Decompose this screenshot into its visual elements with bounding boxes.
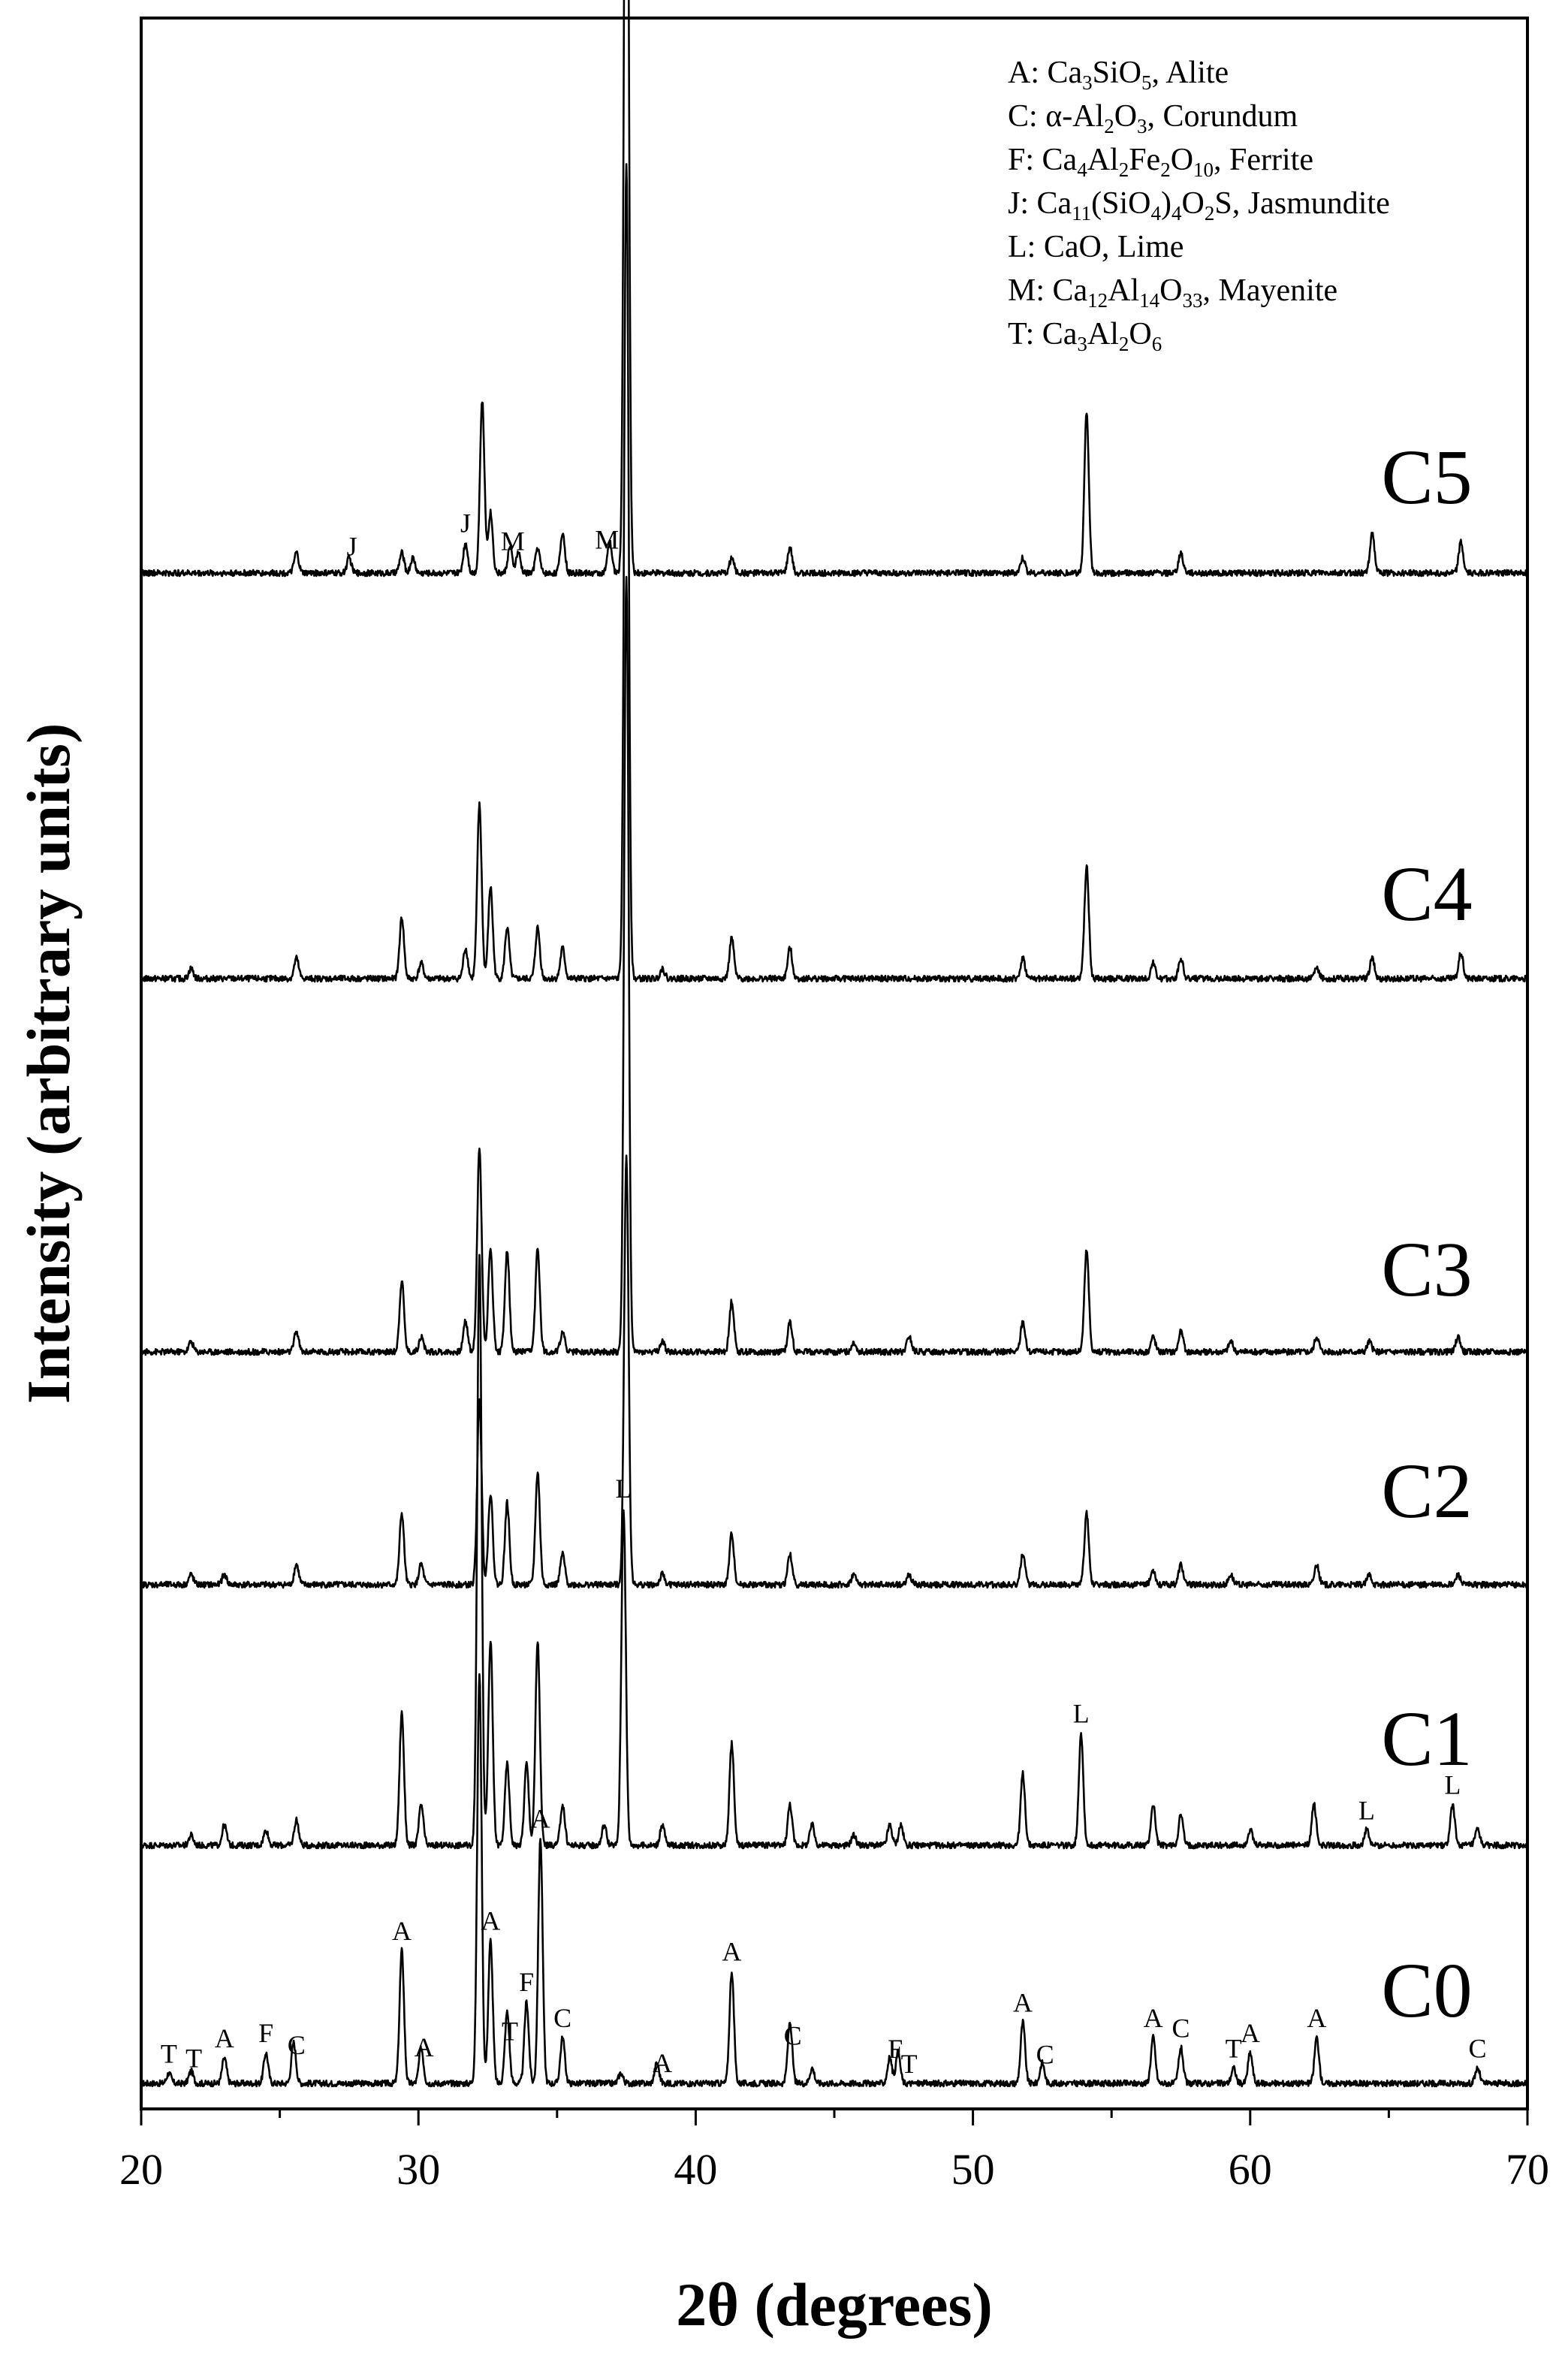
series-label-c4: C4 xyxy=(1381,851,1472,937)
phase-mark-a: A xyxy=(1307,2003,1326,2033)
phase-mark-a: A xyxy=(653,2048,672,2078)
x-tick-label: 50 xyxy=(951,2145,995,2194)
phase-mark-a: A xyxy=(392,1916,412,1946)
x-axis-title: 2θ (degrees) xyxy=(676,2270,993,2339)
series-label-c3: C3 xyxy=(1381,1226,1472,1313)
phase-mark-a: A xyxy=(481,1906,500,1936)
plot-frame xyxy=(140,17,1529,2110)
phase-mark-a: A xyxy=(1241,2018,1260,2048)
trace-c2 xyxy=(140,1154,1529,1589)
legend-entry-a: A: Ca3SiO5, Alite xyxy=(1008,56,1229,94)
phase-mark-l: L xyxy=(1358,1796,1375,1826)
x-tick-label: 60 xyxy=(1229,2145,1272,2194)
series-label-c2: C2 xyxy=(1381,1448,1472,1534)
phase-mark-m: M xyxy=(501,526,525,556)
phase-mark-a: A xyxy=(215,2023,234,2053)
phase-mark-c: C xyxy=(1469,2034,1487,2064)
phase-mark-f: F xyxy=(258,2018,273,2048)
x-tick-label: 20 xyxy=(119,2145,163,2194)
phase-legend: A: Ca3SiO5, Alite C: α-Al2O3, Corundum F: … xyxy=(1008,56,1390,355)
legend-entry-t: T: Ca3Al2O6 xyxy=(1008,317,1162,355)
phase-mark-c: C xyxy=(1036,2040,1054,2070)
phase-mark-t: T xyxy=(185,2044,202,2074)
phase-mark-f: F xyxy=(888,2034,903,2064)
phase-mark-a: A xyxy=(1144,2003,1163,2033)
legend-entry-j: J: Ca11(SiO4)4O2S, Jasmundite xyxy=(1008,186,1390,225)
legend-entry-l: L: CaO, Lime xyxy=(1008,230,1184,264)
phase-mark-f: F xyxy=(519,1967,534,1997)
phase-mark-l: L xyxy=(1073,1698,1090,1728)
phase-mark-j: J xyxy=(460,508,471,538)
series-label-c0: C0 xyxy=(1381,1947,1472,2034)
phase-mark-c: C xyxy=(784,2021,802,2051)
trace-c1 xyxy=(140,1253,1528,1850)
phase-mark-a: A xyxy=(531,1804,550,1834)
x-tick-label: 40 xyxy=(674,2145,717,2194)
phase-mark-l: L xyxy=(615,1474,632,1504)
phase-mark-c: C xyxy=(1171,2013,1190,2043)
trace-c0 xyxy=(140,1673,1529,2088)
trace-c3 xyxy=(140,575,1529,1356)
x-tick-label: 30 xyxy=(397,2145,440,2194)
phase-mark-a: A xyxy=(1013,1987,1033,2017)
phase-mark-l: L xyxy=(1444,1770,1461,1800)
series-traces xyxy=(140,0,1529,2088)
series-label-c1: C1 xyxy=(1381,1696,1472,1782)
phase-mark-t: T xyxy=(901,2049,918,2079)
trace-c4 xyxy=(140,163,1528,983)
legend-entry-c: C: α-Al2O3, Corundum xyxy=(1008,99,1298,137)
series-label-c5: C5 xyxy=(1381,434,1472,520)
phase-mark-c: C xyxy=(288,2030,306,2060)
series-labels: C0 C1 C2 C3 C4 C5 xyxy=(1381,434,1472,2034)
phase-mark-a: A xyxy=(722,1936,741,1966)
phase-mark-a: A xyxy=(415,2032,434,2062)
phase-mark-t: T xyxy=(161,2038,177,2068)
phase-mark-m: M xyxy=(595,524,619,554)
x-axis: 20 30 40 50 60 70 xyxy=(119,2109,1549,2194)
x-tick-label: 70 xyxy=(1506,2145,1549,2194)
legend-entry-m: M: Ca12Al14O33, Mayenite xyxy=(1008,273,1337,312)
trace-c5 xyxy=(140,0,1529,578)
phase-mark-t: T xyxy=(502,2016,518,2046)
phase-mark-c: C xyxy=(553,2003,571,2033)
phase-mark-j: J xyxy=(347,532,357,562)
y-axis-title: Intensity (arbitrary units) xyxy=(14,723,83,1404)
phase-mark-t: T xyxy=(1226,2034,1242,2064)
legend-entry-f: F: Ca4Al2Fe2O10, Ferrite xyxy=(1008,143,1313,181)
